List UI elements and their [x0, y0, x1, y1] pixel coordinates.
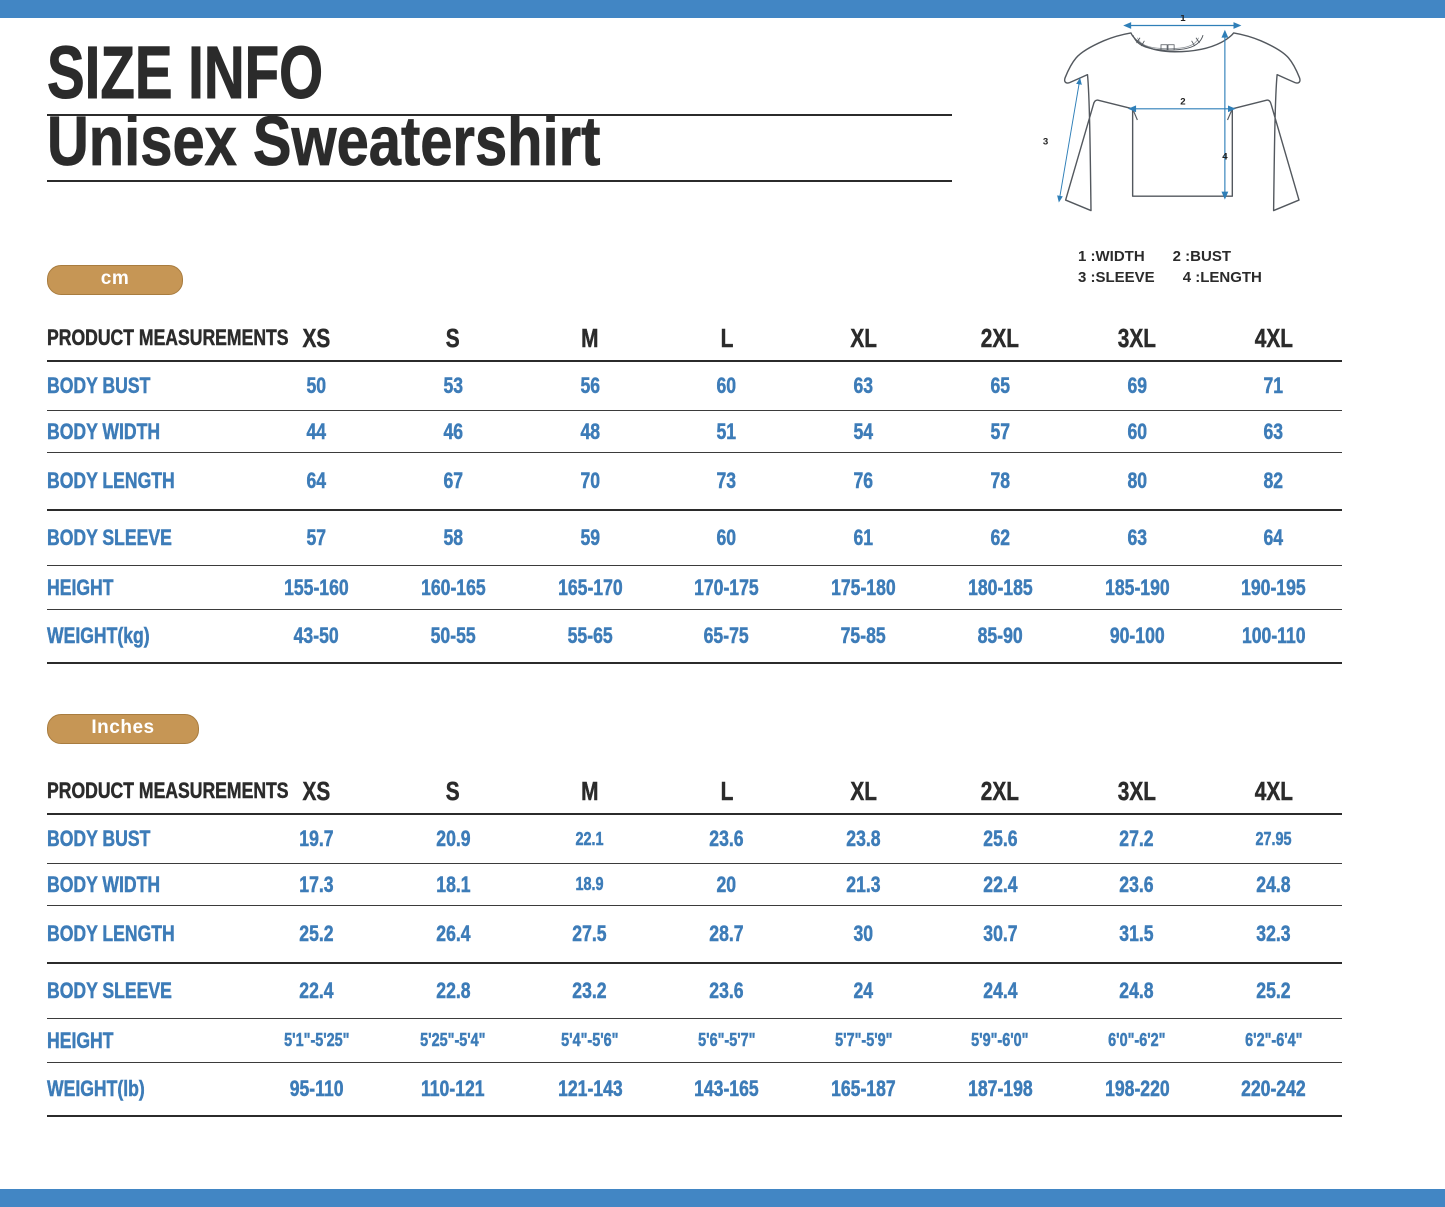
svg-text:3: 3 [1043, 137, 1048, 148]
svg-text:1: 1 [1180, 15, 1186, 24]
svg-text:2: 2 [1180, 96, 1185, 107]
svg-text:4: 4 [1222, 151, 1228, 162]
